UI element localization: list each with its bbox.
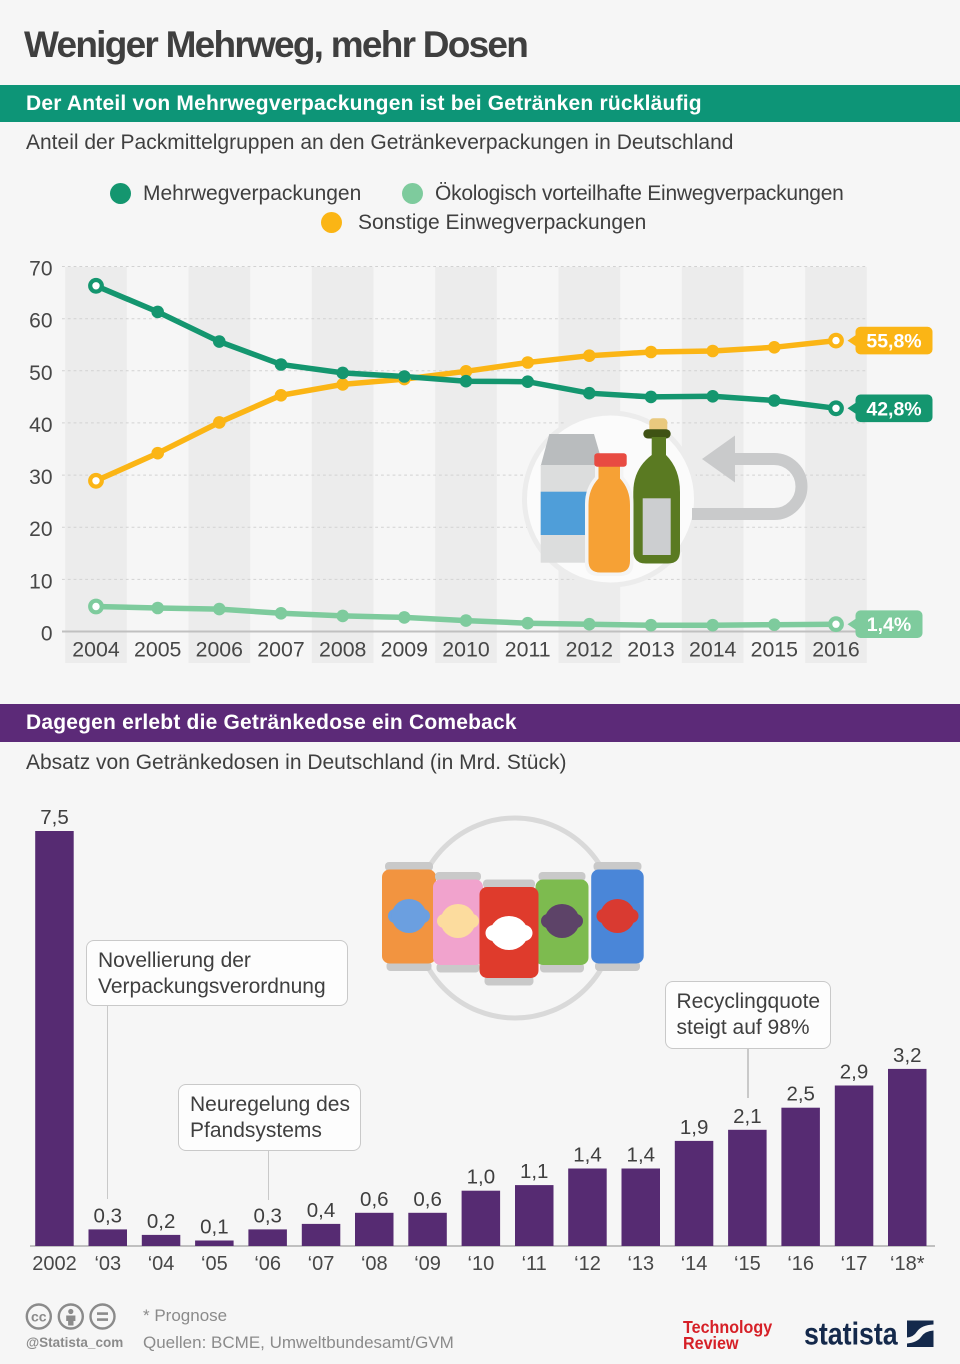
svg-text:20: 20 xyxy=(29,518,52,541)
svg-text:‘18*: ‘18* xyxy=(890,1253,925,1275)
svg-text:1,0: 1,0 xyxy=(467,1166,496,1189)
svg-text:‘09: ‘09 xyxy=(414,1253,441,1275)
svg-text:55,8%: 55,8% xyxy=(866,331,921,353)
svg-text:10: 10 xyxy=(29,570,52,593)
svg-text:1,4: 1,4 xyxy=(627,1144,656,1167)
svg-text:‘08: ‘08 xyxy=(361,1253,388,1275)
svg-text:‘13: ‘13 xyxy=(627,1253,654,1275)
svg-text:2010: 2010 xyxy=(442,638,490,662)
svg-text:‘17: ‘17 xyxy=(841,1253,868,1275)
svg-text:2008: 2008 xyxy=(319,638,366,662)
svg-text:2004: 2004 xyxy=(72,638,120,662)
svg-text:3,2: 3,2 xyxy=(893,1044,922,1067)
svg-text:0: 0 xyxy=(41,623,53,646)
svg-text:0,2: 0,2 xyxy=(147,1210,176,1233)
svg-text:2013: 2013 xyxy=(627,638,674,662)
svg-text:2,9: 2,9 xyxy=(840,1061,869,1084)
svg-text:0,3: 0,3 xyxy=(94,1204,123,1227)
svg-text:1,9: 1,9 xyxy=(680,1116,709,1139)
svg-text:‘05: ‘05 xyxy=(201,1253,228,1275)
svg-text:0,6: 0,6 xyxy=(360,1188,389,1211)
svg-text:40: 40 xyxy=(29,414,52,437)
svg-text:42,8%: 42,8% xyxy=(866,398,921,420)
svg-text:cc: cc xyxy=(31,1309,47,1325)
svg-text:‘15: ‘15 xyxy=(734,1253,761,1275)
svg-text:‘11: ‘11 xyxy=(522,1253,547,1275)
svg-text:‘12: ‘12 xyxy=(574,1253,601,1275)
svg-text:0,6: 0,6 xyxy=(413,1188,442,1211)
svg-text:50: 50 xyxy=(29,362,52,385)
svg-text:2,5: 2,5 xyxy=(786,1083,815,1106)
svg-text:0,1: 0,1 xyxy=(200,1216,229,1239)
svg-text:statista: statista xyxy=(804,1318,898,1352)
svg-text:‘10: ‘10 xyxy=(468,1253,495,1275)
svg-text:‘14: ‘14 xyxy=(681,1253,708,1275)
svg-text:2007: 2007 xyxy=(257,638,304,662)
svg-text:7,5: 7,5 xyxy=(40,806,69,829)
svg-text:2005: 2005 xyxy=(134,638,181,662)
svg-text:2012: 2012 xyxy=(566,638,613,662)
svg-text:0,3: 0,3 xyxy=(253,1204,282,1227)
svg-text:‘06: ‘06 xyxy=(254,1253,281,1275)
svg-text:2009: 2009 xyxy=(381,638,428,662)
svg-text:2015: 2015 xyxy=(751,638,798,662)
svg-text:30: 30 xyxy=(29,466,52,489)
svg-text:‘07: ‘07 xyxy=(308,1253,335,1275)
svg-text:70: 70 xyxy=(29,258,52,281)
svg-text:2,1: 2,1 xyxy=(733,1105,762,1128)
svg-text:60: 60 xyxy=(29,310,52,333)
svg-text:2014: 2014 xyxy=(689,638,737,662)
svg-text:1,1: 1,1 xyxy=(520,1160,549,1183)
svg-text:0,4: 0,4 xyxy=(307,1199,336,1222)
svg-text:2006: 2006 xyxy=(196,638,243,662)
svg-text:2002: 2002 xyxy=(32,1253,77,1275)
svg-text:2016: 2016 xyxy=(812,638,859,662)
svg-text:2011: 2011 xyxy=(505,638,551,662)
svg-text:1,4: 1,4 xyxy=(573,1144,602,1167)
svg-text:‘03: ‘03 xyxy=(94,1253,121,1275)
svg-text:1,4%: 1,4% xyxy=(867,614,911,636)
svg-text:‘04: ‘04 xyxy=(148,1253,175,1275)
svg-text:‘16: ‘16 xyxy=(787,1253,814,1275)
